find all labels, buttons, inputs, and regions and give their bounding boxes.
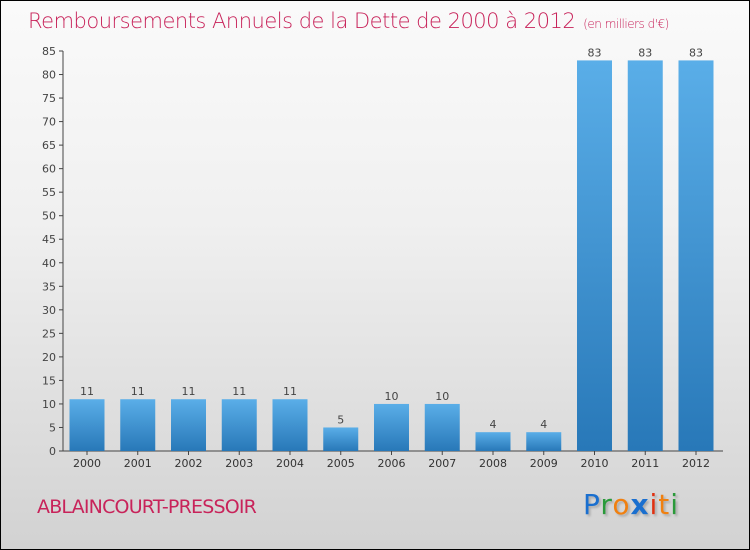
bar-2004: [272, 399, 308, 451]
bar-2003: [221, 399, 257, 451]
y-tick-label: 25: [42, 327, 56, 340]
x-tick-label: 2010: [581, 457, 609, 470]
x-tick-label: 2008: [479, 457, 507, 470]
x-tick-label: 2006: [378, 457, 406, 470]
chart-title: Remboursements Annuels de la Dette de 20…: [28, 9, 669, 33]
data-label-2009: 4: [540, 418, 547, 431]
data-label-2001: 11: [131, 385, 145, 398]
y-tick-label: 65: [42, 139, 56, 152]
y-tick-label: 35: [42, 280, 56, 293]
x-tick-label: 2003: [225, 457, 253, 470]
bar-2001: [120, 399, 156, 451]
bar-2005: [323, 427, 359, 451]
bar-2010: [577, 60, 612, 451]
data-label-2000: 11: [80, 385, 94, 398]
y-tick-label: 60: [42, 163, 56, 176]
x-tick-label: 2012: [682, 457, 710, 470]
x-tick-label: 2009: [530, 457, 558, 470]
y-tick-label: 40: [42, 257, 56, 270]
data-label-2011: 83: [638, 46, 652, 59]
y-tick-label: 10: [42, 398, 56, 411]
x-tick-label: 2007: [428, 457, 456, 470]
data-label-2005: 5: [337, 413, 344, 426]
data-label-2003: 11: [232, 385, 246, 398]
data-label-2012: 83: [689, 46, 703, 59]
y-tick-label: 0: [49, 445, 56, 458]
data-label-2002: 11: [182, 385, 196, 398]
x-tick-label: 2004: [276, 457, 304, 470]
y-tick-label: 50: [42, 210, 56, 223]
y-tick-label: 30: [42, 304, 56, 317]
town-name: ABLAINCOURT-PRESSOIR: [37, 496, 257, 518]
x-tick-label: 2011: [631, 457, 659, 470]
data-label-2008: 4: [490, 418, 497, 431]
bar-2012: [678, 60, 714, 451]
proxiti-logo: Proxiti: [583, 488, 680, 521]
x-tick-label: 2000: [73, 457, 101, 470]
data-label-2010: 83: [588, 46, 602, 59]
y-tick-label: 20: [42, 351, 56, 364]
y-tick-label: 55: [42, 186, 56, 199]
bar-2000: [69, 399, 105, 451]
title-text: Remboursements Annuels de la Dette de 20…: [28, 9, 576, 33]
y-tick-label: 5: [49, 421, 56, 434]
bar-2008: [475, 432, 511, 451]
y-tick-label: 45: [42, 233, 56, 246]
bar-2006: [374, 403, 409, 451]
y-tick-label: 15: [42, 374, 56, 387]
data-label-2004: 11: [283, 385, 297, 398]
unit-label: (en milliers d'€): [583, 17, 669, 31]
data-label-2006: 10: [385, 390, 399, 403]
bar-2011: [627, 60, 663, 451]
x-tick-label: 2005: [327, 457, 355, 470]
y-tick-label: 85: [42, 45, 56, 58]
x-tick-label: 2002: [175, 457, 203, 470]
y-tick-label: 75: [42, 92, 56, 105]
bar-2007: [424, 403, 460, 451]
bar-2002: [171, 399, 206, 451]
data-label-2007: 10: [435, 390, 449, 403]
x-tick-label: 2001: [124, 457, 152, 470]
bar-2009: [526, 432, 562, 451]
y-tick-label: 70: [42, 116, 56, 129]
y-tick-label: 80: [42, 69, 56, 82]
